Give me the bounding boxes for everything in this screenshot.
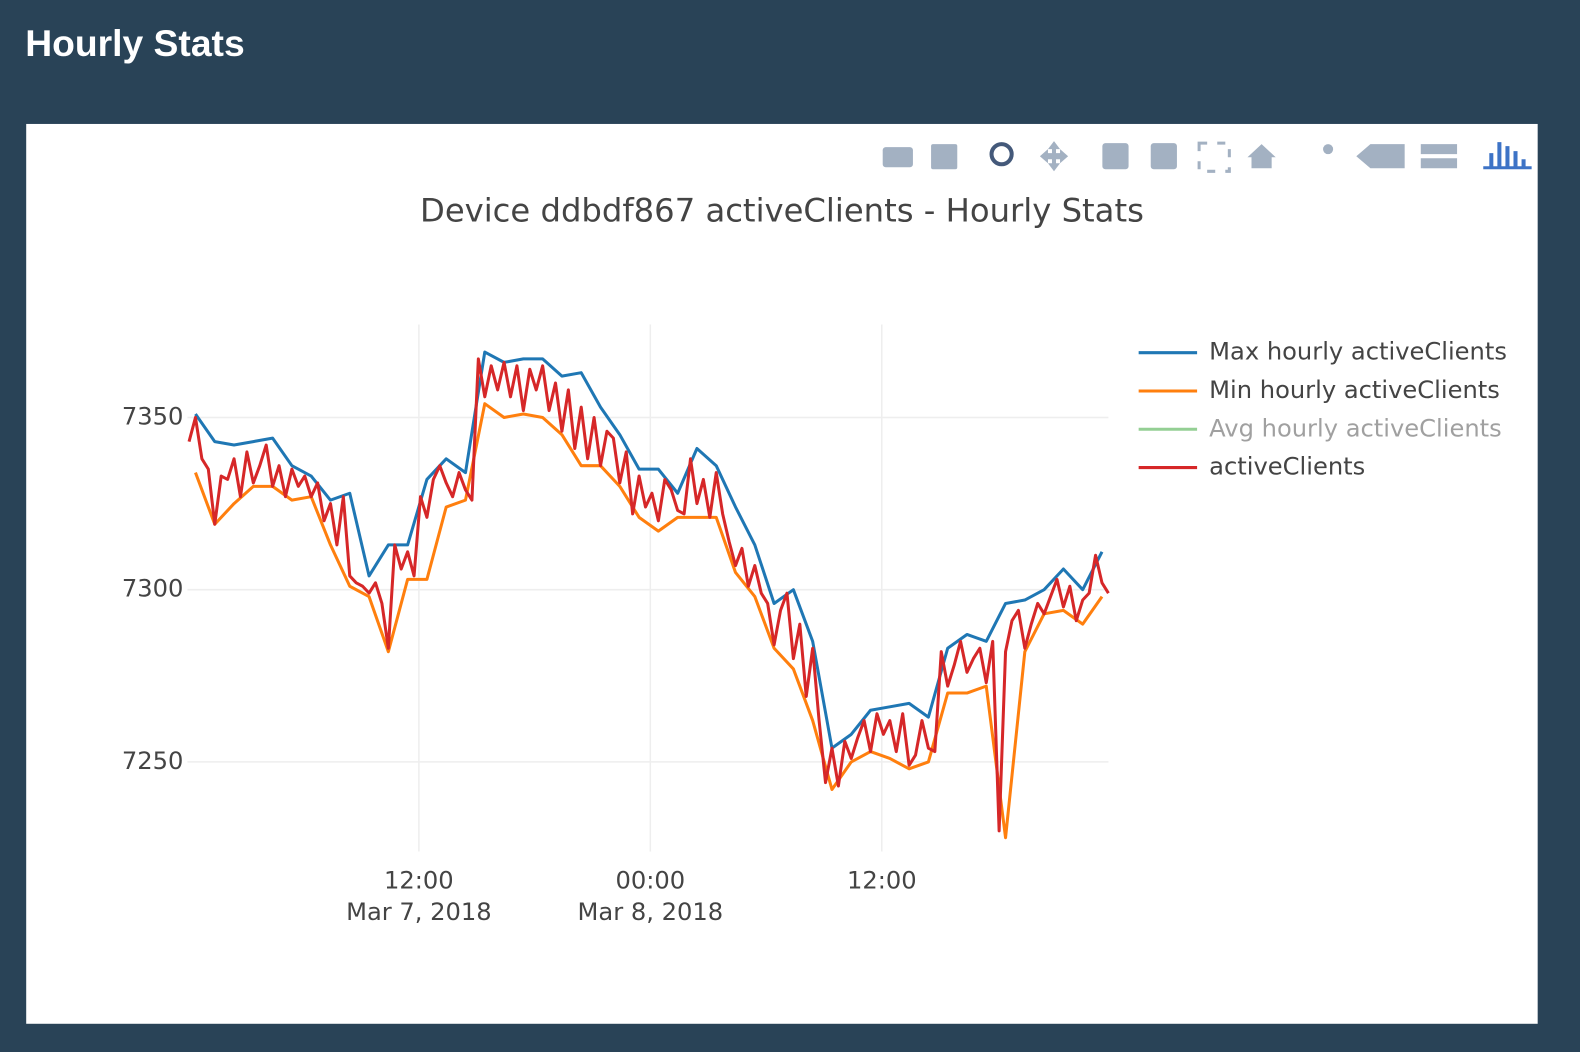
series-line [194,350,1104,750]
zoom-button[interactable] [989,142,1014,167]
legend-label: Avg hourly activeClients [1209,414,1502,442]
legend-label: activeClients [1209,453,1365,481]
page-title: Hourly Stats [25,22,244,64]
hover-compare-button[interactable] [1420,144,1458,169]
y-tick-label: 7350 [122,402,184,430]
legend-item[interactable]: Min hourly activeClients [1138,376,1500,404]
y-tick-label: 7250 [122,747,184,775]
chart-title: Device ddbdf867 activeClients - Hourly S… [420,192,1144,230]
x-tick-sublabel: Mar 7, 2018 [346,898,492,926]
chart-panel [26,123,1538,1024]
spike-button[interactable] [1323,144,1334,155]
series-line [194,402,1104,840]
pan-button[interactable] [1039,141,1069,172]
x-tick-label: 00:00 [615,867,685,895]
legend-label: Max hourly activeClients [1209,338,1507,366]
legend-item[interactable]: activeClients [1138,453,1366,481]
zoom-out-button[interactable] [1150,143,1177,170]
legend-item[interactable]: Max hourly activeClients [1138,338,1507,366]
save-button[interactable] [931,144,958,170]
legend-label: Min hourly activeClients [1209,376,1500,404]
reset-button[interactable] [1247,144,1276,169]
x-tick-label: 12:00 [384,867,454,895]
y-tick-label: 7300 [122,575,184,603]
plotly-logo[interactable] [1483,142,1532,170]
hover-closest-button[interactable] [1356,144,1405,169]
modebar [882,141,1532,173]
plot-area: 12:00 Mar 7, 2018 00:00 Mar 8, 2018 12:00 725… [122,324,1110,926]
autoscale-button[interactable] [1197,141,1231,173]
series-line [187,357,1110,833]
legend-item[interactable]: Avg hourly activeClients [1138,414,1502,442]
x-tick-label: 12:00 [847,867,917,895]
zoom-in-button[interactable] [1102,143,1129,170]
legend: Max hourly activeClients Min hourly activ… [1138,338,1507,481]
camera-button[interactable] [882,147,913,168]
x-tick-sublabel: Mar 8, 2018 [578,898,724,926]
